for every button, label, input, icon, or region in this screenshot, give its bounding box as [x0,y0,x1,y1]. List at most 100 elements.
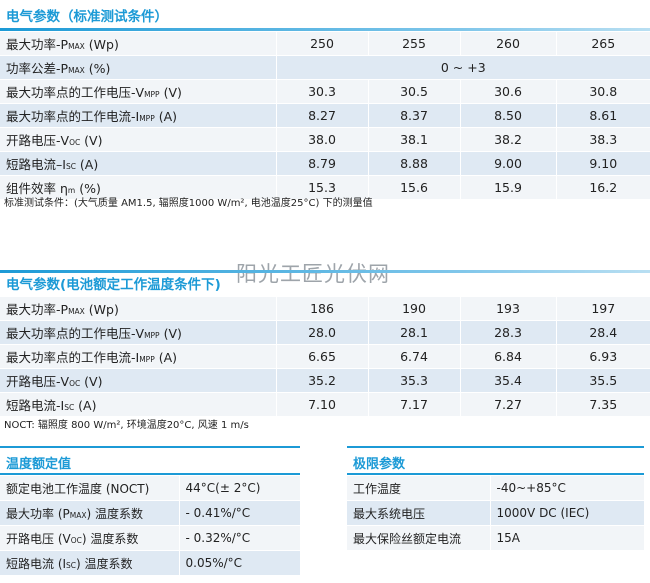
noct-note: NOCT: 辐照度 800 W/m², 环境温度20°C, 风速 1 m/s [4,420,249,431]
table-row: 最大功率-PMAX (Wp) 186 190 193 197 [0,297,650,321]
param-label: 最大功率 (PMAX) 温度系数 [0,500,179,526]
param-value: 1000V DC (IEC) [489,500,644,526]
table-row: 最大功率点的工作电压-VMPP (V) 28.0 28.1 28.3 28.4 [0,320,650,345]
table-row: 短路电流–ISC (A) 8.79 8.88 9.00 9.10 [0,151,650,176]
param-label-text: 最大功率 (P [6,506,70,521]
param-value: 28.4 [555,320,650,345]
table-row: 开路电压-VOC (V) 38.0 38.1 38.2 38.3 [0,127,650,152]
param-label-unit: (V) [159,85,182,100]
param-value: 7.27 [459,392,556,417]
param-value: 6.84 [459,344,556,369]
param-label-subscript: MAX [68,307,85,316]
param-value: 193 [459,297,556,321]
param-value: 35.2 [275,368,368,393]
param-merged-value: 0 ~ +3 [275,55,650,80]
param-value: - 0.32%/°C [178,525,300,551]
param-value: 38.3 [555,127,650,152]
temp-bottom-rule [0,473,300,475]
param-label-text: 最大功率-P [6,302,69,317]
param-value: 30.5 [367,79,460,104]
noct-section-title: 电气参数(电池额定工作温度条件下) [6,277,221,293]
param-label-subscript: SC [64,403,75,412]
stc-title-rule [0,28,650,31]
param-value: 35.3 [367,368,460,393]
param-label: 短路电流-ISC (A) [0,392,276,417]
param-value: 190 [367,297,460,321]
table-row: 最大功率-PMAX (Wp) 250 255 260 265 [0,32,650,56]
param-label: 最大功率-PMAX (Wp) [0,297,276,321]
param-label-text: 短路电流 (I [6,556,67,571]
table-row: 功率公差-PMAX (%) 0 ~ +3 [0,55,650,80]
param-label-subscript: OC [69,138,81,147]
limits-table: 工作温度 -40~+85°C 最大系统电压 1000V DC (IEC) 最大保险丝额定… [347,476,644,551]
param-label-subscript: MAX [68,66,85,75]
param-value: - 0.41%/°C [178,500,300,526]
table-row: 开路电压 (VOC) 温度系数 - 0.32%/°C [0,525,300,551]
param-value: 15.6 [367,175,460,200]
param-label-subscript: MAX [69,510,87,520]
param-label-unit: (A) [75,157,99,172]
param-label: 工作温度 [347,476,490,501]
param-value: 35.4 [459,368,556,393]
noct-title-rule [0,270,650,273]
param-label-subscript: OC [69,379,81,388]
stc-note: 标准测试条件：(大气质量 AM1.5, 辐照度1000 W/m², 电池温度25… [4,198,373,209]
param-value: 265 [555,32,650,56]
limits-top-rule [347,446,644,448]
param-value: 35.5 [555,368,650,393]
param-label-text: 最大功率点的工作电流-I [6,109,140,124]
param-label-subscript: m [67,186,76,195]
param-label-unit: (V) [80,374,103,389]
param-value: 6.74 [367,344,460,369]
param-value: 7.35 [555,392,650,417]
param-label: 最大功率点的工作电压-VMPP (V) [0,79,276,104]
param-value: 8.27 [275,103,368,128]
param-label-text: 最大保险丝额定电流 [353,531,462,546]
table-row: 短路电流-ISC (A) 7.10 7.17 7.27 7.35 [0,392,650,417]
param-value: -40~+85°C [489,476,644,501]
param-value: 9.10 [555,151,650,176]
param-label-text: 开路电压 (V [6,531,71,546]
table-row: 最大保险丝额定电流 15A [347,525,644,551]
param-label-text: 最大功率点的工作电流-I [6,350,140,365]
param-label: 开路电压-VOC (V) [0,127,276,152]
param-label-unit: (V) [80,133,103,148]
param-label-text: 工作温度 [353,481,402,496]
param-label-text: 组件效率 η [6,181,68,196]
param-label-subscript: MPP [144,331,160,340]
param-value: 28.3 [459,320,556,345]
param-label: 最大功率点的工作电流-IMPP (A) [0,103,276,128]
param-label-unit: (A) [74,398,97,413]
param-value: 30.6 [459,79,556,104]
param-label-text: 功率公差-P [6,61,69,76]
param-label-subscript: MPP [139,114,155,123]
param-label: 开路电压 (VOC) 温度系数 [0,525,179,551]
param-label-unit: (%) [75,181,101,196]
param-label-text: 短路电流–I [6,157,66,172]
param-label: 最大功率-PMAX (Wp) [0,32,276,56]
param-value: 8.61 [555,103,650,128]
param-label-unit: (A) [154,109,178,124]
param-label-subscript: SC [65,162,76,171]
param-label: 最大系统电压 [347,500,490,526]
temp-section-title: 温度额定值 [6,457,72,472]
param-label-text: 开路电压-V [6,133,70,148]
param-value: 197 [555,297,650,321]
param-value: 30.3 [275,79,368,104]
param-value: 6.65 [275,344,368,369]
temp-rating-table: 额定电池工作温度 (NOCT) 44°C(± 2°C) 最大功率 (PMAX) 温度… [0,476,300,576]
param-label: 额定电池工作温度 (NOCT) [0,476,179,501]
param-label-unit: ) 温度系数 [86,506,143,521]
param-value: 7.10 [275,392,368,417]
limits-section-title: 极限参数 [353,457,406,472]
param-value: 8.79 [275,151,368,176]
param-label-unit: (V) [159,326,182,341]
param-label-text: 开路电压-V [6,374,70,389]
param-value: 6.93 [555,344,650,369]
param-value: 255 [367,32,460,56]
param-value: 15.9 [459,175,556,200]
table-row: 最大功率 (PMAX) 温度系数 - 0.41%/°C [0,500,300,526]
noct-parameter-table: 最大功率-PMAX (Wp) 186 190 193 197 最大功率点的工作电压-VMP… [0,297,650,417]
param-value: 8.88 [367,151,460,176]
param-label: 开路电压-VOC (V) [0,368,276,393]
